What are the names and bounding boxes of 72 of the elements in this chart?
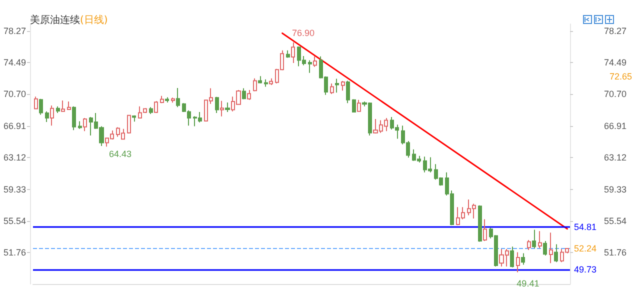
candlestick bbox=[516, 252, 520, 273]
candlestick bbox=[483, 218, 487, 242]
annotation: 76.90 bbox=[292, 28, 315, 38]
candlestick bbox=[554, 244, 558, 263]
candlestick bbox=[34, 96, 38, 110]
candlestick bbox=[225, 102, 230, 113]
y2-tick-label: 51.76 bbox=[3, 248, 26, 258]
candlestick bbox=[61, 100, 65, 112]
annotation: 49.41 bbox=[516, 278, 540, 289]
candlestick bbox=[253, 78, 257, 92]
candlestick bbox=[160, 95, 164, 104]
candlestick bbox=[357, 99, 361, 112]
y-tick-label: 51.76 bbox=[604, 248, 627, 258]
candlestick bbox=[346, 80, 350, 104]
candlestick bbox=[215, 96, 219, 114]
candlestick bbox=[45, 110, 49, 122]
candlestick bbox=[72, 106, 76, 131]
y-tick-label: 63.12 bbox=[604, 152, 627, 163]
candlestick bbox=[176, 87, 180, 108]
candlestick bbox=[56, 106, 60, 114]
candlestick bbox=[527, 240, 531, 250]
candlestick bbox=[335, 78, 339, 94]
y2-tick-label: 55.54 bbox=[3, 216, 26, 226]
y2-tick-label: 78.27 bbox=[3, 26, 26, 36]
candlestick bbox=[510, 246, 514, 268]
candlestick bbox=[543, 240, 547, 256]
candlestick bbox=[549, 232, 553, 264]
candlestick bbox=[171, 97, 175, 104]
annotation: 64.43 bbox=[108, 149, 132, 160]
candlestick bbox=[242, 88, 246, 100]
candlestick bbox=[341, 80, 345, 92]
candlestick bbox=[291, 42, 295, 64]
y2-tick-label: 66.91 bbox=[3, 120, 26, 131]
y2-tick-label: 59.33 bbox=[3, 184, 26, 194]
candlestick bbox=[67, 101, 71, 110]
y-tick-label: 70.70 bbox=[604, 89, 627, 100]
text: 72.65 bbox=[609, 71, 632, 82]
candlestick bbox=[258, 76, 262, 84]
candlestick bbox=[264, 78, 268, 88]
y-tick-label: 59.33 bbox=[604, 184, 627, 194]
candlestick bbox=[83, 117, 87, 132]
candlestick bbox=[308, 60, 312, 74]
candlestick bbox=[39, 98, 43, 116]
candlestick bbox=[247, 89, 251, 100]
candlestick bbox=[330, 82, 334, 94]
candlestick bbox=[532, 229, 536, 249]
candlestick bbox=[132, 114, 136, 122]
ref-line-label: 54.81 bbox=[574, 222, 597, 232]
candlestick bbox=[50, 105, 54, 126]
chart-subtitle: (日线) bbox=[80, 15, 108, 26]
y2-tick-label: 74.49 bbox=[3, 58, 26, 68]
candlestick bbox=[165, 96, 169, 103]
candlestick bbox=[538, 230, 542, 249]
candlestick bbox=[313, 56, 317, 68]
candlestick bbox=[154, 100, 158, 114]
candlestick bbox=[269, 78, 273, 86]
candlestick bbox=[78, 120, 82, 130]
candlestick bbox=[478, 204, 482, 242]
y2-tick-label: 70.70 bbox=[3, 89, 26, 100]
candlestick bbox=[521, 252, 525, 266]
ref-line-label: 52.24 bbox=[574, 244, 597, 254]
y-tick-label: 66.91 bbox=[604, 120, 627, 131]
candlestick bbox=[286, 50, 290, 58]
candlestick bbox=[352, 98, 356, 113]
candlestick bbox=[220, 100, 224, 117]
candlestick bbox=[149, 106, 153, 115]
y-tick-label: 55.54 bbox=[604, 216, 627, 226]
candlestick bbox=[127, 114, 131, 134]
y-tick-label: 74.49 bbox=[604, 58, 627, 68]
ref-line-label: 49.73 bbox=[574, 264, 597, 275]
y2-tick-label: 63.12 bbox=[3, 152, 26, 163]
y-tick-label: 78.27 bbox=[604, 26, 627, 36]
